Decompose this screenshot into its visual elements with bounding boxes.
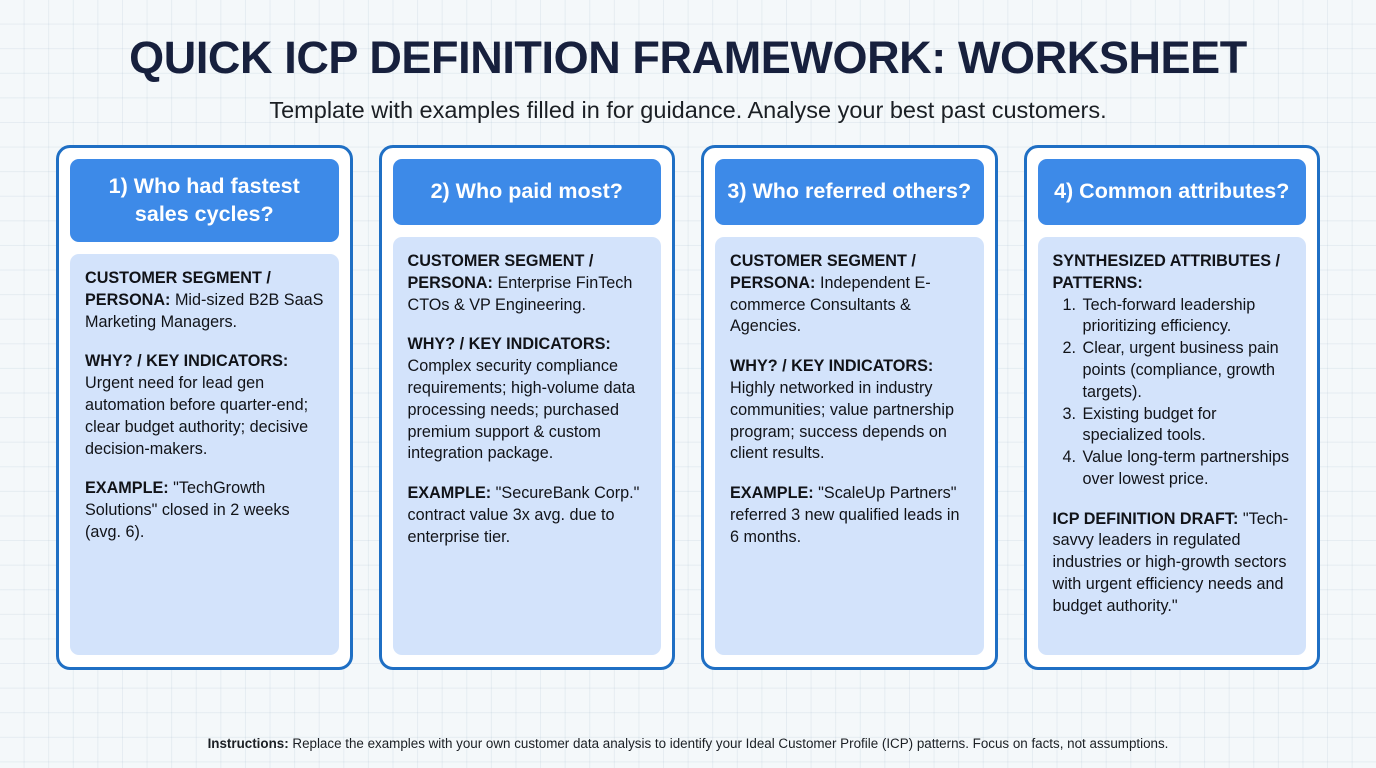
page-title: QUICK ICP DEFINITION FRAMEWORK: WORKSHEE… (129, 32, 1247, 83)
card-2-why-text: Complex security compliance requirements… (407, 357, 636, 463)
card-3-segment-text: Independent E-commerce Consultants & Age… (730, 273, 931, 336)
card-2-block-example: EXAMPLE: "SecureBank Corp." contract val… (408, 483, 648, 548)
card-2-segment-label: CUSTOMER SEGMENT / PERSONA: (407, 252, 594, 292)
card-1-example-text: "TechGrowth Solutions" closed in 2 weeks… (85, 479, 290, 541)
card-4-block-attributes: SYNTHESIZED ATTRIBUTES / PATTERNS: Tech-… (1053, 251, 1293, 491)
card-4-icp-label: ICP DEFINITION DRAFT: (1052, 509, 1239, 528)
card-3-why-text: Highly networked in industry communities… (730, 378, 955, 463)
card-4-block-icp-draft: ICP DEFINITION DRAFT: "Tech-savvy leader… (1053, 509, 1293, 618)
card-1-segment-text: Mid-sized B2B SaaS Marketing Managers. (85, 290, 324, 331)
card-2: 2) Who paid most? CUSTOMER SEGMENT / PER… (378, 145, 675, 671)
card-3-block-segment: CUSTOMER SEGMENT / PERSONA: Independent … (730, 251, 970, 338)
card-2-block-segment: CUSTOMER SEGMENT / PERSONA: Enterprise F… (408, 251, 648, 316)
footer-instructions: Instructions: Replace the examples with … (0, 721, 1376, 768)
card-4: 4) Common attributes? SYNTHESIZED ATTRIB… (1023, 145, 1320, 671)
card-3-example-text: "ScaleUp Partners" referred 3 new qualif… (730, 484, 960, 546)
card-1-example-label: EXAMPLE: (85, 479, 169, 498)
card-1-why-text: Urgent need for lead gen automation befo… (85, 374, 309, 458)
page-subtitle: Template with examples filled in for gui… (269, 96, 1107, 123)
card-4-attributes-list: Tech-forward leadership prioritizing eff… (1053, 295, 1293, 491)
card-4-icp-text: "Tech-savvy leaders in regulated industr… (1052, 509, 1289, 615)
cards-row: 1) Who had fastest sales cycles? CUSTOME… (0, 125, 1376, 721)
card-4-header: 4) Common attributes? (1037, 159, 1306, 226)
card-2-why-label: WHY? / KEY INDICATORS: (407, 335, 611, 354)
card-1: 1) Who had fastest sales cycles? CUSTOME… (56, 145, 353, 671)
card-1-body: CUSTOMER SEGMENT / PERSONA: Mid-sized B2… (70, 254, 339, 656)
card-3-example-label: EXAMPLE: (730, 484, 814, 503)
card-1-why-label: WHY? / KEY INDICATORS: (85, 352, 289, 371)
card-1-block-why: WHY? / KEY INDICATORS: Urgent need for l… (85, 351, 325, 460)
list-item: Existing budget for specialized tools. (1081, 404, 1293, 448)
list-item: Clear, urgent business pain points (comp… (1081, 338, 1293, 403)
list-item: Value long-term partnerships over lowest… (1081, 447, 1293, 491)
card-3-why-label: WHY? / KEY INDICATORS: (730, 357, 934, 376)
card-4-body: SYNTHESIZED ATTRIBUTES / PATTERNS: Tech-… (1037, 237, 1306, 656)
card-2-example-text: "SecureBank Corp." contract value 3x avg… (407, 484, 640, 546)
card-3-header: 3) Who referred others? (715, 159, 984, 226)
card-3-block-example: EXAMPLE: "ScaleUp Partners" referred 3 n… (730, 483, 970, 548)
card-1-header: 1) Who had fastest sales cycles? (70, 159, 339, 243)
card-3: 3) Who referred others? CUSTOMER SEGMENT… (701, 145, 998, 671)
instructions-text: Replace the examples with your own custo… (288, 735, 1169, 751)
card-2-segment-text: Enterprise FinTech CTOs & VP Engineering… (407, 273, 633, 314)
card-2-header: 2) Who paid most? (392, 159, 661, 226)
page-header: QUICK ICP DEFINITION FRAMEWORK: WORKSHEE… (0, 0, 1376, 125)
card-2-example-label: EXAMPLE: (407, 484, 492, 503)
card-1-block-segment: CUSTOMER SEGMENT / PERSONA: Mid-sized B2… (85, 268, 325, 333)
card-2-block-why: WHY? / KEY INDICATORS: Complex security … (408, 334, 648, 465)
card-1-segment-label: CUSTOMER SEGMENT / PERSONA: (85, 269, 271, 309)
list-item: Tech-forward leadership prioritizing eff… (1081, 295, 1293, 339)
card-3-block-why: WHY? / KEY INDICATORS: Highly networked … (730, 356, 970, 465)
card-1-block-example: EXAMPLE: "TechGrowth Solutions" closed i… (85, 478, 325, 543)
card-3-body: CUSTOMER SEGMENT / PERSONA: Independent … (715, 237, 984, 656)
card-2-body: CUSTOMER SEGMENT / PERSONA: Enterprise F… (392, 237, 661, 656)
card-4-attributes-label: SYNTHESIZED ATTRIBUTES / PATTERNS: (1052, 252, 1281, 292)
instructions-label: Instructions: (207, 735, 289, 751)
card-3-segment-label: CUSTOMER SEGMENT / PERSONA: (730, 252, 916, 292)
